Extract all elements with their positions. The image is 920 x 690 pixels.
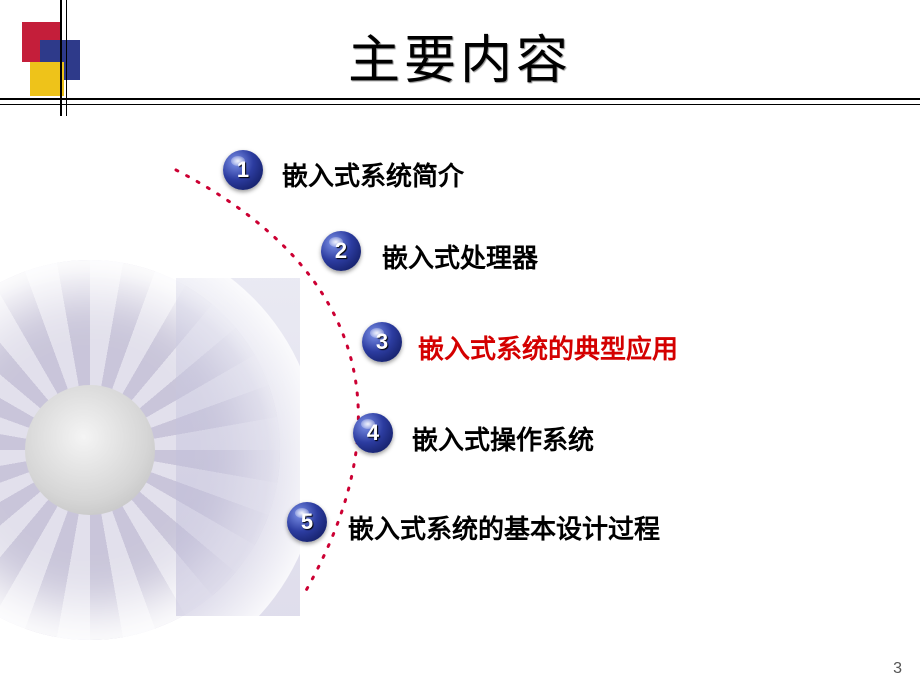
agenda-item-label-1: 嵌入式系统简介 [282,156,464,193]
agenda-bullet-number: 2 [335,238,347,264]
agenda-item-label-2: 嵌入式处理器 [382,238,538,275]
page-number: 3 [893,660,902,678]
agenda-bullet-5: 5 [287,502,327,542]
agenda-bullet-1: 1 [223,150,263,190]
agenda-item-label-3: 嵌入式系统的典型应用 [418,329,678,366]
agenda-bullet-2: 2 [321,231,361,271]
agenda-bullet-3: 3 [362,322,402,362]
agenda-bullet-number: 1 [237,157,249,183]
agenda-item-label-4: 嵌入式操作系统 [412,420,594,457]
agenda-bullet-4: 4 [353,413,393,453]
agenda-bullet-number: 3 [376,329,388,355]
agenda-arc: 1 嵌入式系统简介 2 嵌入式处理器 3 嵌入式系统的典型应用 4 嵌入式操作系统 5 嵌入式系统… [0,0,920,690]
agenda-bullet-number: 5 [301,509,313,535]
agenda-item-label-5: 嵌入式系统的基本设计过程 [348,509,660,546]
slide: 主要内容 1嵌入式系统简介2嵌入式处理器3嵌入式系统的典型应用4嵌入式操作系统5… [0,0,920,690]
agenda-bullet-number: 4 [367,420,379,446]
